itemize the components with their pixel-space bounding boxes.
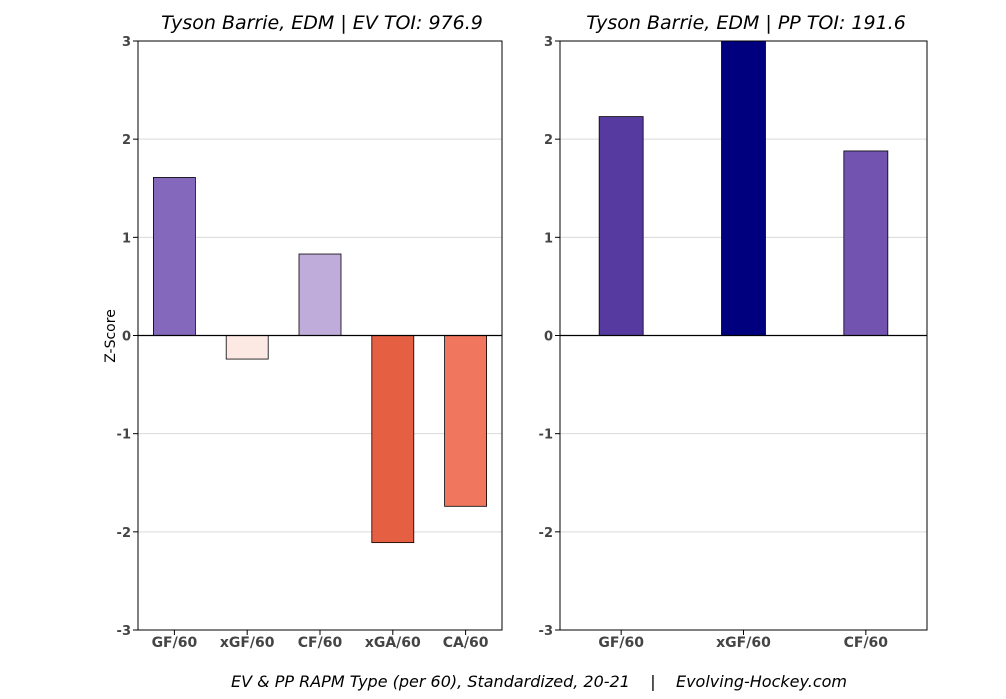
pp-bar-xgf-60 (721, 40, 766, 336)
pp-y-tick-label: 2 (544, 133, 553, 148)
pp-chart-panel: Tyson Barrie, EDM | PP TOI: 191.6 3 2 1 0 -1… (539, 12, 928, 651)
ev-x-ticks: GF/60 xGF/60 CF/60 xGA/60 CA/60 (152, 630, 489, 651)
pp-x-ticks: GF/60 xGF/60 CF/60 (598, 630, 888, 651)
ev-x-tick-label: GF/60 (152, 635, 198, 651)
pp-x-tick-label: CF/60 (844, 635, 889, 651)
ev-bar-ca-60 (444, 335, 488, 507)
ev-bar-xgf-60 (225, 335, 269, 360)
ev-y-tick-label: -3 (117, 624, 131, 639)
pp-chart-title: Tyson Barrie, EDM | PP TOI: 191.6 (586, 12, 906, 34)
ev-y-tick-label: 0 (122, 330, 131, 345)
ev-x-tick-label: CF/60 (298, 635, 343, 651)
ev-y-tick-label: 1 (122, 231, 131, 246)
pp-x-tick-label: GF/60 (598, 635, 644, 651)
pp-y-tick-label: -3 (539, 624, 553, 639)
ev-chart-title: Tyson Barrie, EDM | EV TOI: 976.9 (161, 12, 483, 34)
ev-axes (137, 40, 503, 631)
footer-caption: EV & PP RAPM Type (per 60), Standardized… (231, 672, 847, 691)
pp-bars (598, 40, 889, 336)
ev-bar-gf-60 (152, 177, 196, 336)
pp-y-tick-label: -2 (539, 526, 553, 541)
ev-y-tick-label: -1 (117, 428, 131, 443)
ev-y-tick-label: -2 (117, 526, 131, 541)
pp-y-tick-label: 1 (544, 231, 553, 246)
ev-gridlines (138, 138, 502, 533)
ev-y-axis-label: Z-Score (103, 309, 119, 363)
pp-y-tick-label: 3 (544, 35, 553, 50)
ev-y-tick-label: 2 (122, 133, 131, 148)
ev-chart-panel: Tyson Barrie, EDM | EV TOI: 976.9 Z-Scor… (103, 12, 503, 651)
ev-bar-xga-60 (371, 335, 415, 544)
pp-y-tick-label: -1 (539, 428, 553, 443)
pp-x-tick-label: xGF/60 (716, 635, 771, 651)
pp-y-ticks: 3 2 1 0 -1 -2 -3 (539, 35, 560, 639)
ev-y-ticks: 3 2 1 0 -1 -2 -3 (117, 35, 138, 639)
ev-bar-cf-60 (298, 253, 342, 336)
pp-bar-gf-60 (598, 116, 644, 336)
ev-x-tick-label: CA/60 (443, 635, 489, 651)
ev-y-tick-label: 3 (122, 35, 131, 50)
ev-x-tick-label: xGF/60 (220, 635, 275, 651)
ev-x-tick-label: xGA/60 (365, 635, 421, 651)
pp-y-tick-label: 0 (544, 330, 553, 345)
ev-bars (152, 177, 488, 544)
pp-bar-cf-60 (843, 150, 889, 336)
